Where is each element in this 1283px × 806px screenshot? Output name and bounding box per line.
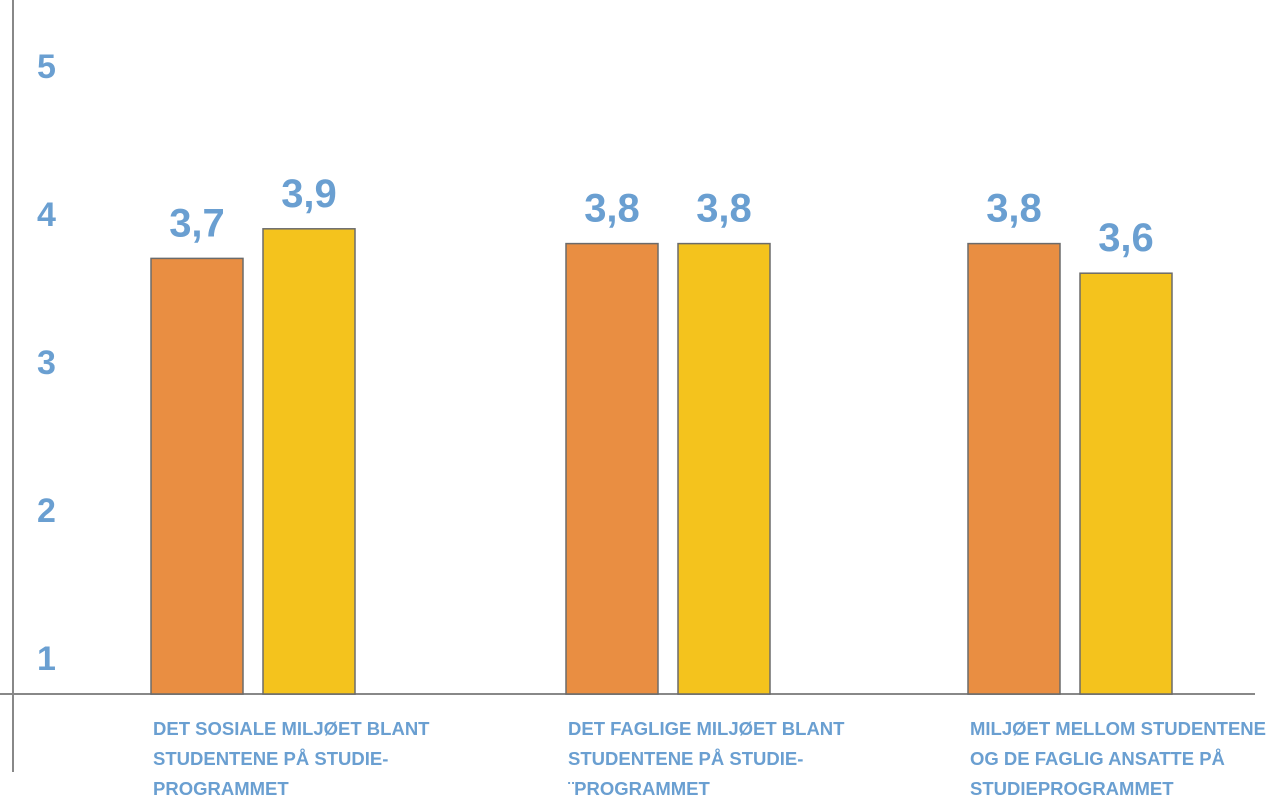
category-label-line: OG DE FAGLIG ANSATTE PÅ <box>970 748 1225 769</box>
bar <box>1079 272 1173 695</box>
bars <box>150 228 1173 695</box>
bar <box>677 242 771 695</box>
bar <box>150 257 244 695</box>
bar-value-label: 3,8 <box>696 187 752 231</box>
category-label: DET FAGLIGE MILJØET BLANT STUDENTENE PÅ S… <box>568 718 845 799</box>
y-tick-labels: 1 2 3 4 5 <box>37 48 56 678</box>
category-label: DET SOSIALE MILJØET BLANT STUDENTENE PÅ S… <box>153 718 430 799</box>
category-label-line: DET SOSIALE MILJØET BLANT <box>153 718 430 739</box>
bar-value-label: 3,9 <box>281 172 337 216</box>
bar-value-label: 3,6 <box>1098 216 1154 260</box>
category-label: MILJØET MELLOM STUDENTENE OG DE FAGLIG AN… <box>970 718 1266 799</box>
category-label-line: STUDENTENE PÅ STUDIE- <box>568 748 803 769</box>
category-label-line: DET FAGLIGE MILJØET BLANT <box>568 718 845 739</box>
category-label-line: STUDIEPROGRAMMET <box>970 778 1174 799</box>
bar-value-label: 3,7 <box>169 201 225 245</box>
bar-value-label: 3,8 <box>584 187 640 231</box>
y-tick-label: 4 <box>37 196 56 234</box>
category-label-line: ¨PROGRAMMET <box>568 778 711 799</box>
y-tick-label: 2 <box>37 492 56 530</box>
bar <box>565 242 659 695</box>
bar <box>262 228 356 695</box>
category-label-line: STUDENTENE PÅ STUDIE- <box>153 748 388 769</box>
bar-value-label: 3,8 <box>986 187 1042 231</box>
y-tick-label: 1 <box>37 640 56 678</box>
y-tick-label: 3 <box>37 344 56 382</box>
y-tick-label: 5 <box>37 48 56 86</box>
category-label-line: PROGRAMMET <box>153 778 289 799</box>
bar <box>967 242 1061 695</box>
category-labels: DET SOSIALE MILJØET BLANT STUDENTENE PÅ S… <box>153 718 1266 799</box>
category-label-line: MILJØET MELLOM STUDENTENE <box>970 718 1266 739</box>
value-labels: 3,7 3,9 3,8 3,8 3,8 3,6 <box>169 172 1154 260</box>
